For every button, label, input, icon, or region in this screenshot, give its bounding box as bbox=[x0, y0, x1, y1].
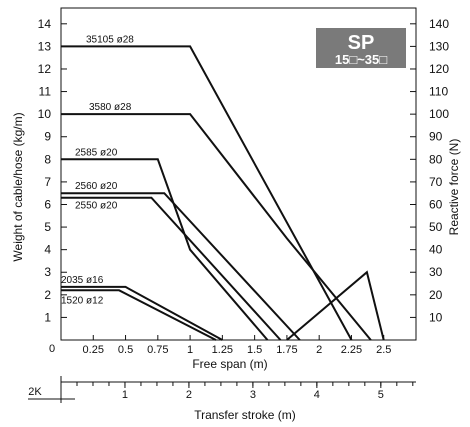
series-line bbox=[61, 285, 223, 341]
x-tick-label: 1.25 bbox=[212, 344, 233, 356]
reactive-force-line bbox=[286, 270, 385, 341]
series-group: 35105 ø28 3580 ø28 2585 ø20 2560 ø20 2550 ø2… bbox=[61, 34, 385, 341]
y2-tick-label: 100 bbox=[429, 107, 449, 121]
y2-tick-label: 20 bbox=[429, 288, 443, 302]
y-tick-label: 13 bbox=[38, 39, 52, 53]
stroke-axis-prefix: 2K bbox=[28, 386, 42, 398]
x-axis-label: Free span (m) bbox=[192, 357, 267, 371]
y-axis-label: Weight of cable/hose (kg/m) bbox=[11, 112, 25, 261]
x-tick-label: 2.25 bbox=[341, 344, 362, 356]
y-tick-label: 7 bbox=[44, 175, 51, 189]
stroke-axis-tick-label: 5 bbox=[378, 389, 384, 401]
x-tick-label: 1.5 bbox=[247, 344, 262, 356]
y-tick-label: 3 bbox=[44, 265, 51, 279]
badge-title: SP bbox=[348, 32, 375, 54]
y-tick-label: 5 bbox=[44, 220, 51, 234]
x-tick-label: 0.5 bbox=[118, 344, 133, 356]
y2-tick-label: 110 bbox=[429, 85, 448, 99]
y-tick-label: 2 bbox=[44, 288, 51, 302]
badge-subtitle: 15□~35□ bbox=[335, 52, 387, 67]
y2-tick-label: 70 bbox=[429, 175, 443, 189]
y2-tick-label: 50 bbox=[429, 220, 443, 234]
y-tick-label: 11 bbox=[39, 85, 52, 99]
y2-tick-label: 60 bbox=[429, 197, 443, 211]
y2-tick-label: 120 bbox=[429, 62, 449, 76]
origin-label: 0 bbox=[49, 343, 55, 355]
series-badge: SP 15□~35□ bbox=[316, 28, 406, 68]
stroke-axis-tick-label: 1 bbox=[122, 389, 128, 401]
series-label: 2550 ø20 bbox=[75, 201, 118, 212]
series-line bbox=[61, 113, 372, 341]
y-tick-label: 6 bbox=[44, 197, 51, 211]
series-line bbox=[61, 192, 301, 341]
x-tick-label: 2 bbox=[316, 344, 322, 356]
x-tick-label: 0.25 bbox=[83, 344, 104, 356]
y2-tick-label: 40 bbox=[429, 243, 443, 257]
series-label: 2585 ø20 bbox=[75, 147, 118, 158]
y2-tick-label: 140 bbox=[429, 17, 449, 31]
series-label: 35105 ø28 bbox=[86, 34, 134, 45]
series-label: 3580 ø28 bbox=[89, 102, 132, 113]
x-tick-label: 2.5 bbox=[376, 344, 391, 356]
y2-tick-label: 90 bbox=[429, 130, 443, 144]
series-line bbox=[61, 196, 282, 341]
y-tick-label: 1 bbox=[44, 310, 51, 324]
stroke-axis-tick-label: 3 bbox=[250, 389, 256, 401]
x-tick-label: 1.75 bbox=[276, 344, 297, 356]
series-line bbox=[61, 45, 353, 341]
y2-tick-label: 80 bbox=[429, 152, 443, 166]
series-label: 2560 ø20 bbox=[75, 181, 118, 192]
series-label: 1520 ø12 bbox=[61, 295, 104, 306]
y-tick-label: 12 bbox=[38, 62, 52, 76]
stroke-axis-label: Transfer stroke (m) bbox=[194, 408, 296, 422]
y-tick-label: 4 bbox=[44, 243, 51, 257]
x-tick-label: 0.75 bbox=[147, 344, 168, 356]
plot-frame-group bbox=[60, 7, 417, 341]
plot-frame bbox=[60, 7, 417, 341]
stroke-axis-tick-label: 4 bbox=[314, 389, 320, 401]
series-label: 2035 ø16 bbox=[61, 275, 104, 286]
y-tick-label: 8 bbox=[44, 152, 51, 166]
y2-tick-label: 130 bbox=[429, 39, 449, 53]
badge-box bbox=[316, 28, 406, 68]
y2-axis-label: Reactive force (N) bbox=[447, 139, 461, 236]
series-line bbox=[61, 289, 217, 341]
x-tick-label: 1 bbox=[187, 344, 193, 356]
y-tick-label: 10 bbox=[38, 107, 52, 121]
axes-group: 1234567891011121314102030405060708090100… bbox=[28, 17, 449, 403]
y2-tick-label: 10 bbox=[429, 310, 443, 324]
y2-tick-label: 30 bbox=[429, 265, 443, 279]
y-tick-label: 9 bbox=[44, 130, 51, 144]
y-tick-label: 14 bbox=[38, 17, 52, 31]
stroke-axis-tick-label: 2 bbox=[186, 389, 192, 401]
